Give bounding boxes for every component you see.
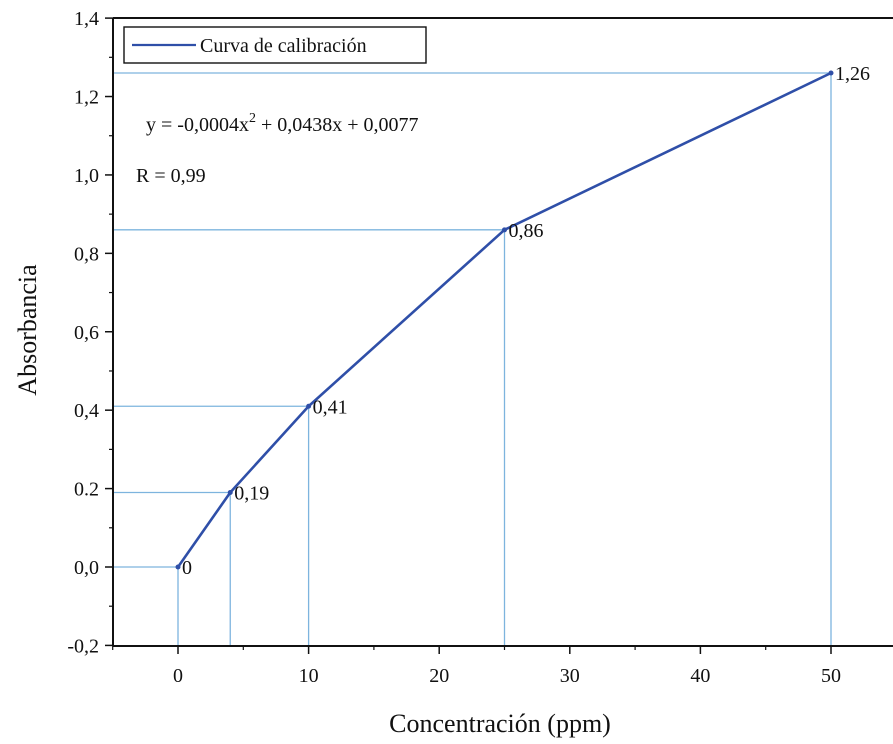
- x-tick-label: 30: [560, 665, 580, 687]
- data-point: [227, 490, 233, 496]
- data-point-label: 0,19: [234, 483, 269, 505]
- y-tick-label: 0.2: [74, 479, 99, 501]
- data-point-label: 1,26: [835, 63, 870, 85]
- y-tick-label: 0,0: [74, 557, 99, 579]
- legend-label: Curva de calibración: [200, 35, 367, 57]
- x-tick-label: 50: [821, 665, 841, 687]
- equation-superscript: 2: [249, 111, 256, 126]
- y-axis-title: Absorbancia: [13, 264, 42, 396]
- data-labels: 0 0,19 0,41 0,86 1,26: [182, 63, 870, 579]
- y-tick-label: 0,8: [74, 243, 99, 265]
- equation-rest: + 0,0438x + 0,0077: [256, 114, 419, 136]
- equation-main: y = -0,0004x: [146, 114, 249, 136]
- regression-equation: y = -0,0004x2 + 0,0438x + 0,0077: [146, 111, 419, 136]
- x-tick-label: 10: [299, 665, 319, 687]
- y-tick-label: 1,4: [74, 8, 99, 30]
- axes: -0,20,00.20,40,60,81,01,21,40 10 20 30 40 50: [67, 8, 893, 687]
- data-point-label: 0,86: [509, 220, 544, 242]
- data-point: [175, 564, 181, 570]
- x-tick-label: 40: [690, 665, 710, 687]
- guide-lines: [113, 72, 832, 646]
- data-point: [502, 227, 507, 233]
- y-tick-label: 1,0: [74, 165, 99, 187]
- x-tick-label: 0: [173, 665, 183, 687]
- y-tick-label: -0,2: [67, 635, 99, 657]
- y-tick-label: 1,2: [74, 87, 99, 109]
- y-tick-label: 0,6: [74, 322, 99, 344]
- y-tick-label: 0,4: [74, 400, 99, 422]
- data-point: [828, 70, 834, 76]
- data-point-label: 0,41: [313, 396, 348, 418]
- data-point: [306, 403, 312, 409]
- x-tick-label: 20: [429, 665, 449, 687]
- data-series: [175, 70, 834, 570]
- x-axis-title: Concentración (ppm): [389, 709, 611, 738]
- legend: Curva de calibración: [123, 26, 427, 64]
- r-value: R = 0,99: [136, 165, 206, 187]
- data-point-label: 0: [182, 557, 192, 579]
